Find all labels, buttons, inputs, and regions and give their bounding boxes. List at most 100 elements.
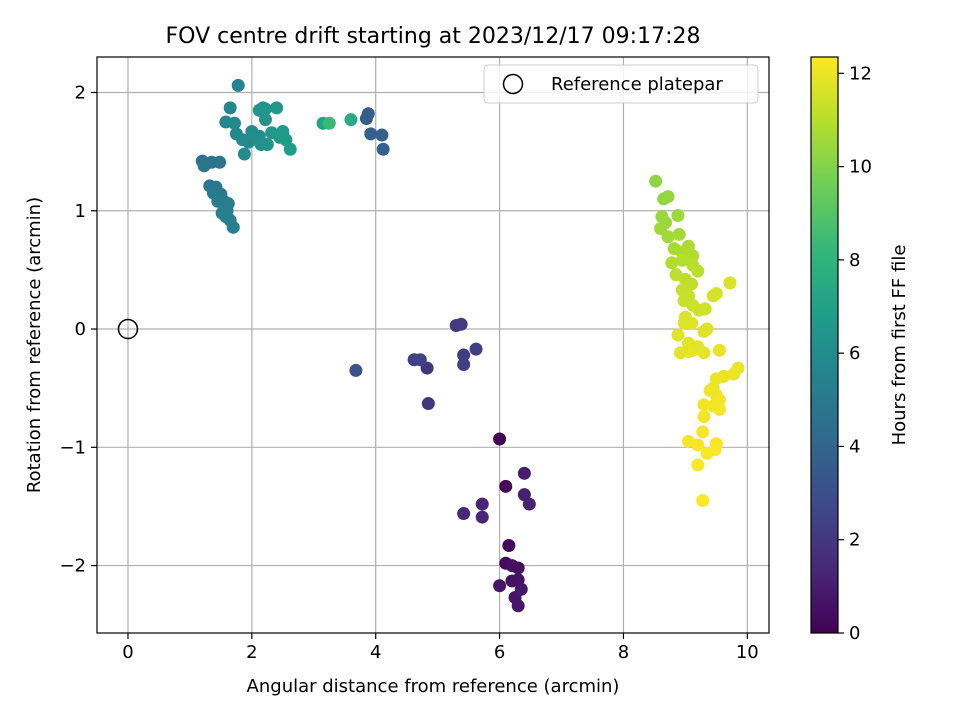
y-tick-label: −1 xyxy=(59,437,86,458)
data-point xyxy=(231,78,245,92)
colorbar-tick-label: 6 xyxy=(849,343,860,364)
plot-area: 0 2 4 6 8 10 −2 −1 0 1 2 xyxy=(59,56,770,663)
y-tick-label: 1 xyxy=(75,201,86,222)
data-point xyxy=(671,208,685,222)
data-point xyxy=(696,425,710,439)
y-tick-label: −2 xyxy=(59,556,86,577)
x-axis-label: Angular distance from reference (arcmin) xyxy=(247,676,620,697)
colorbar-tick-label: 10 xyxy=(849,157,872,178)
data-point xyxy=(697,410,711,424)
data-points xyxy=(195,78,745,613)
data-point xyxy=(454,317,468,331)
data-point xyxy=(226,220,240,234)
data-point xyxy=(457,358,471,372)
data-point xyxy=(675,253,689,267)
data-point xyxy=(361,107,375,121)
data-point xyxy=(237,147,251,161)
data-point xyxy=(511,599,525,613)
data-point xyxy=(517,466,531,480)
x-tick-label: 6 xyxy=(494,642,505,663)
data-point xyxy=(697,324,711,338)
data-point xyxy=(661,190,675,204)
y-axis-label: Rotation from reference (arcmin) xyxy=(24,197,45,493)
data-point xyxy=(712,343,726,357)
data-point xyxy=(349,363,363,377)
chart-title: FOV centre drift starting at 2023/12/17 … xyxy=(166,24,701,49)
data-point xyxy=(700,446,714,460)
data-point xyxy=(649,174,663,188)
data-point xyxy=(727,367,741,381)
data-point xyxy=(686,249,700,263)
data-point xyxy=(364,127,378,141)
data-point xyxy=(213,155,227,169)
data-point xyxy=(227,116,241,130)
x-tick-label: 0 xyxy=(122,642,133,663)
legend-marker-reference xyxy=(502,73,524,95)
data-point xyxy=(691,264,705,278)
data-point xyxy=(712,402,726,416)
data-point xyxy=(376,142,390,156)
data-point xyxy=(685,277,699,291)
data-point xyxy=(661,230,675,244)
data-point xyxy=(709,287,723,301)
data-point xyxy=(197,159,211,173)
data-point xyxy=(691,438,705,452)
data-point xyxy=(502,538,516,552)
colorbar: 0 2 4 6 8 10 12 Hours from first FF file xyxy=(810,56,910,644)
data-point xyxy=(223,101,237,115)
data-point xyxy=(677,316,691,330)
x-tick-label: 2 xyxy=(246,642,257,663)
legend: Reference platepar xyxy=(483,64,759,104)
data-point xyxy=(283,142,297,156)
axis-ticks: 0 2 4 6 8 10 −2 −1 0 1 2 xyxy=(59,82,758,663)
data-point xyxy=(493,432,507,446)
legend-box xyxy=(483,64,759,104)
data-point xyxy=(672,227,686,241)
data-point xyxy=(413,353,427,367)
data-point xyxy=(671,328,685,342)
data-point xyxy=(457,348,471,362)
data-point xyxy=(270,101,284,115)
data-point xyxy=(691,458,705,472)
data-point xyxy=(258,102,272,116)
y-tick-label: 0 xyxy=(75,319,86,340)
data-point xyxy=(469,342,483,356)
data-point xyxy=(421,397,435,411)
data-point xyxy=(654,221,668,235)
y-tick-label: 2 xyxy=(75,82,86,103)
data-point xyxy=(375,128,389,142)
colorbar-tick-label: 8 xyxy=(849,250,860,271)
data-point xyxy=(493,579,507,593)
data-point xyxy=(681,345,695,359)
data-point xyxy=(457,507,471,521)
data-point xyxy=(522,497,536,511)
colorbar-tick-label: 0 xyxy=(849,623,860,644)
data-point xyxy=(665,256,679,270)
data-point xyxy=(258,113,272,127)
data-point xyxy=(514,582,528,596)
data-point xyxy=(475,497,489,511)
data-point xyxy=(698,302,712,316)
data-point xyxy=(322,116,336,130)
colorbar-rect xyxy=(810,56,839,634)
x-tick-label: 4 xyxy=(370,642,381,663)
axes-frame xyxy=(96,56,770,634)
grid-lines xyxy=(97,57,769,633)
data-point xyxy=(475,510,489,524)
data-point xyxy=(696,494,710,508)
colorbar-tick-label: 2 xyxy=(849,530,860,551)
data-point xyxy=(211,194,225,208)
legend-label-reference: Reference platepar xyxy=(551,74,723,95)
data-point xyxy=(511,561,525,575)
colorbar-ticks: 0 2 4 6 8 10 12 xyxy=(838,63,872,644)
colorbar-label: Hours from first FF file xyxy=(889,245,910,446)
data-point xyxy=(697,346,711,360)
reference-platepar-marker xyxy=(117,318,139,340)
data-point xyxy=(499,479,513,493)
x-tick-label: 10 xyxy=(736,642,759,663)
colorbar-tick-label: 12 xyxy=(849,63,872,84)
data-point xyxy=(260,138,274,152)
data-point xyxy=(344,113,358,127)
x-tick-label: 8 xyxy=(618,642,629,663)
